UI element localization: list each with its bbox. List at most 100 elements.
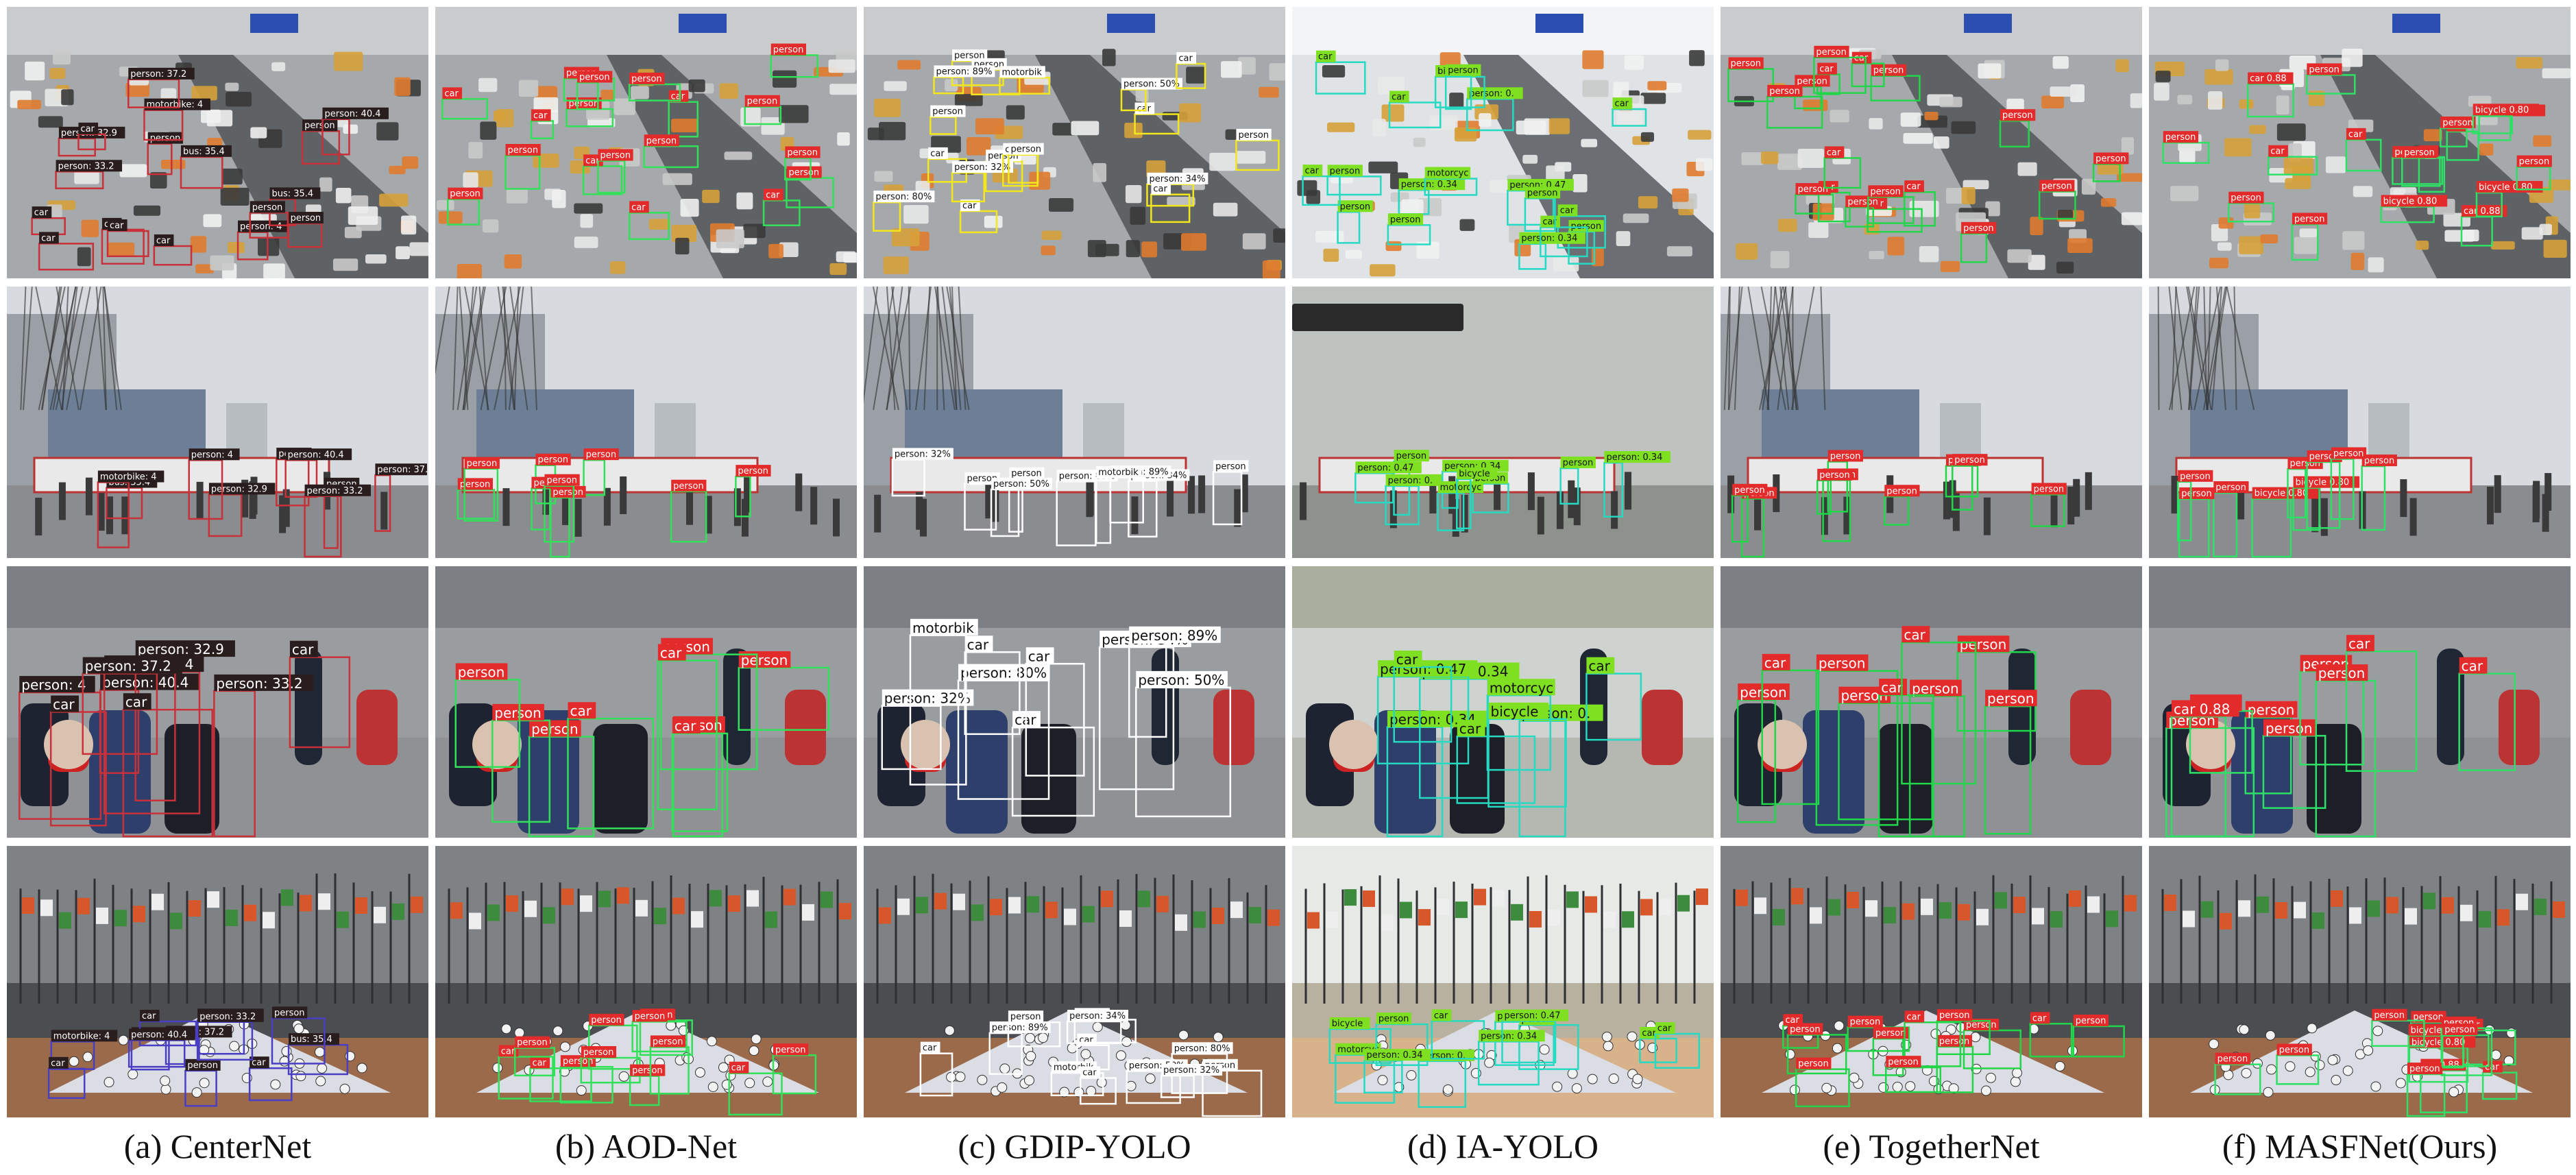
detection-label-text: person	[2002, 110, 2033, 121]
detection-label-text: car	[533, 110, 548, 121]
detection-label-bg	[657, 644, 686, 661]
detection-box	[1936, 1045, 1974, 1093]
detection-label-bg	[2039, 180, 2075, 192]
detection-label-text: car	[1642, 1028, 1656, 1039]
detection-label-text: car	[1907, 1012, 1921, 1022]
detection-label-text: car	[570, 703, 592, 719]
detection-label-bg	[289, 1033, 339, 1045]
detection-box	[284, 459, 318, 498]
detection-box	[657, 659, 718, 810]
detection-label-text: person	[252, 202, 283, 213]
detection-label-text: car	[1318, 52, 1333, 62]
detection-label-bg	[1728, 57, 1764, 69]
detection-label-text: person: 0.34	[1606, 452, 1662, 463]
detection-label-bg	[2462, 205, 2507, 217]
detection-label-text: person: 0.47	[1357, 463, 1413, 473]
detection-label-bg	[2472, 104, 2540, 116]
detection-label-text: car	[671, 92, 685, 102]
detection-label-bg	[1437, 481, 1483, 494]
detection-label-bg	[139, 1010, 160, 1022]
detection-box	[1761, 669, 1820, 805]
detection-label-bg	[999, 66, 1045, 78]
detection-label-bg	[123, 693, 151, 710]
detection-label-text: motorbik	[1002, 67, 1043, 77]
detection-label-text: car	[53, 696, 75, 713]
detection-label-bg	[107, 219, 127, 231]
detection-label-bg	[2163, 131, 2198, 143]
detection-label-text: person	[1875, 1028, 1906, 1039]
detection-label-text: person	[1238, 130, 1269, 141]
detection-label-text: person: 0.34	[1401, 180, 1457, 190]
detection-label-text: car	[1459, 720, 1481, 737]
detection-label-bg	[1009, 467, 1045, 479]
detection-label-text: person	[450, 189, 481, 199]
detection-box	[1456, 478, 1472, 530]
detection-label-text: person	[2318, 665, 2366, 681]
detection-box	[2306, 461, 2341, 529]
detection-label-text: person	[673, 481, 704, 492]
detection-box	[1963, 1029, 2022, 1069]
detection-label-text: car	[252, 1058, 266, 1068]
detection-label-bg	[1586, 657, 1615, 674]
detection-label-text: person	[1396, 451, 1427, 461]
detection-label-text: person	[1954, 455, 1985, 465]
detection-label-text: person: 32%	[884, 690, 971, 707]
detection-label-bg	[1910, 679, 1962, 696]
detection-label-text: car	[1028, 648, 1050, 664]
detection-label-text: person	[1819, 470, 1850, 481]
detection-label-bg	[1783, 1014, 1803, 1026]
detection-label-bg	[910, 618, 978, 635]
detection-label-text: person	[304, 121, 335, 131]
detection-label-bg	[1385, 474, 1442, 486]
detection-label-bg	[535, 453, 571, 465]
detection-box	[2330, 458, 2355, 520]
detection-label-bg	[189, 448, 240, 461]
detection-label-bg	[1398, 178, 1466, 191]
detection-label-bg	[892, 448, 953, 460]
detection-label-text: person: 32%	[954, 162, 1010, 173]
detection-label-text: car	[1615, 99, 1629, 109]
detection-label-bg	[1389, 90, 1409, 103]
detection-label-bg	[928, 147, 948, 159]
detection-box	[248, 1067, 293, 1102]
detection-label-text: person: 37.2	[130, 69, 186, 80]
detection-label-bg	[1936, 1009, 1973, 1021]
detection-label-text: car	[2462, 658, 2483, 675]
detection-label-bg	[1008, 1010, 1044, 1023]
detection-box	[513, 1047, 556, 1077]
detection-label-text: car	[631, 202, 646, 213]
detection-label-text: person	[2217, 1054, 2248, 1065]
detection-label-text: person	[583, 1047, 614, 1058]
detection-label-bg	[964, 635, 993, 653]
detection-label-bg	[1096, 466, 1142, 479]
detection-label-bg	[302, 119, 338, 132]
detection-label-text: car	[1305, 166, 1320, 176]
detection-label-bg	[1147, 172, 1208, 184]
detection-label-text: car 0.88	[2250, 74, 2287, 84]
detection-label-text: person	[2248, 702, 2295, 718]
detection-label-bg	[1817, 62, 1837, 75]
detection-label-bg	[2307, 63, 2342, 75]
detection-label-bg	[128, 67, 195, 80]
detection-label-text: person	[2294, 214, 2325, 224]
detection-label-text: person	[2095, 154, 2126, 164]
detection-label-text: person	[635, 1011, 666, 1021]
parade-scene-tile: person: 0. motorcyc bicycle car car car person…	[1292, 846, 1714, 1117]
detection-label-text: person: 40.4	[131, 1030, 187, 1041]
detection-label-text: person	[537, 455, 568, 465]
detection-label-bg	[1376, 1013, 1412, 1025]
detection-label-text: person	[738, 466, 768, 476]
detection-label-bg	[2293, 476, 2360, 488]
detection-label-text: person: 50%	[1138, 672, 1224, 688]
detection-label-bg	[1467, 87, 1523, 99]
detection-label-bg	[773, 1043, 809, 1056]
detection-label-bg	[1457, 720, 1485, 737]
